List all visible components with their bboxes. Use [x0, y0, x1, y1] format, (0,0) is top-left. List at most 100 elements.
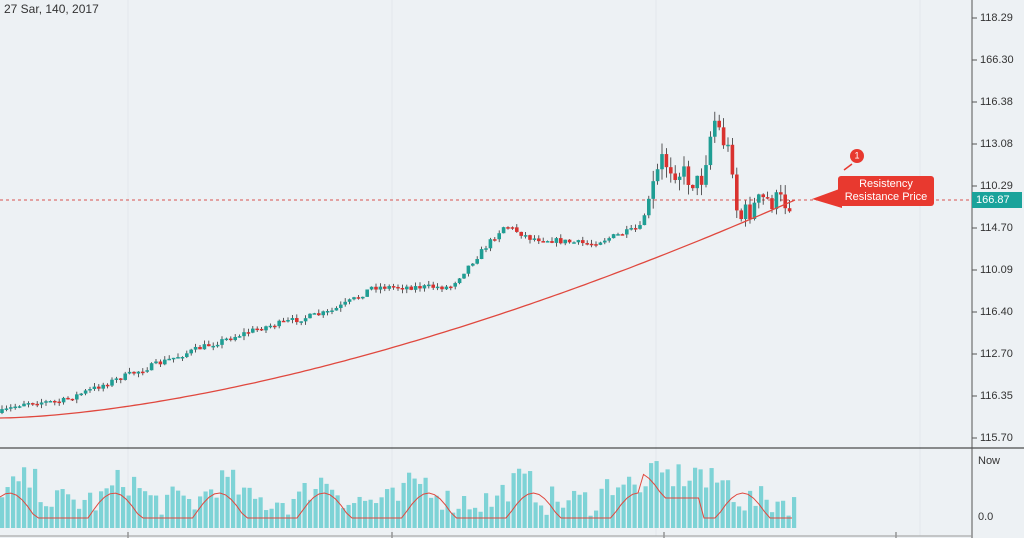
volume-bar	[148, 495, 153, 528]
volume-bar	[544, 514, 549, 528]
candle-body	[167, 358, 171, 361]
candle-body	[708, 136, 713, 166]
volume-bar	[698, 469, 703, 528]
candle-body	[13, 406, 17, 409]
volume-bar	[753, 505, 758, 528]
candle-body	[334, 307, 339, 311]
volume-bar	[632, 484, 637, 528]
candle-body	[207, 344, 211, 347]
volume-bar	[143, 491, 148, 528]
candle-body	[277, 320, 281, 327]
candle-body	[202, 344, 207, 350]
volume-bar	[654, 461, 659, 528]
volume-bar	[385, 489, 390, 528]
candle-body	[176, 357, 180, 359]
price-axis-label: 166.30	[980, 54, 1014, 66]
moving-average	[0, 199, 796, 419]
candle-body	[462, 273, 466, 279]
volume-bar	[704, 487, 709, 528]
candle-body	[642, 215, 647, 226]
volume-bar	[588, 515, 593, 528]
callout-line: Resistency	[859, 178, 913, 190]
candle-body	[75, 394, 79, 400]
candle-body	[770, 198, 774, 210]
volume-bar	[291, 498, 296, 528]
volume-bar	[610, 495, 615, 528]
candle-body	[660, 154, 664, 170]
candle-body	[141, 371, 145, 374]
volume-bar	[313, 488, 318, 528]
candle-body	[598, 242, 603, 245]
volume-bar	[297, 491, 302, 528]
candle-body	[97, 386, 101, 389]
callout-pointer	[812, 188, 842, 208]
volume-bar	[258, 497, 263, 528]
candle-body	[361, 296, 365, 299]
volume-bar	[335, 495, 340, 528]
candle-body	[655, 169, 660, 182]
volume-bar	[275, 502, 280, 528]
candle-body	[189, 349, 193, 354]
volume-bar	[467, 509, 472, 528]
candle-body	[110, 379, 114, 386]
candle-body	[585, 243, 589, 245]
volume-bar	[643, 486, 648, 528]
volume-bar	[423, 477, 428, 528]
candle-body	[669, 167, 673, 174]
candle-body	[620, 234, 625, 236]
date-label: 27 Sar, 140, 2017	[4, 2, 99, 16]
candle-body	[53, 400, 57, 403]
volume-bar	[115, 469, 120, 528]
candle-body	[66, 397, 70, 400]
candle-body	[88, 388, 92, 391]
candle-body	[743, 204, 748, 220]
candle-body	[497, 233, 501, 240]
candle-body	[193, 346, 198, 350]
volume-bar	[324, 483, 329, 528]
candle-body	[154, 361, 158, 364]
candle-body	[752, 202, 757, 219]
candle-body	[383, 286, 387, 289]
volume-label: Now	[978, 455, 1000, 467]
candle-body	[365, 289, 369, 297]
candle-body	[638, 225, 642, 229]
candle-body	[268, 325, 273, 328]
candle-body	[532, 238, 537, 240]
volume-bar	[440, 509, 445, 528]
volume-bar	[682, 486, 687, 528]
volume-bar	[44, 506, 49, 528]
volume-bar	[154, 495, 159, 528]
candle-body	[369, 286, 374, 290]
volume-bar	[726, 480, 731, 528]
candle-body	[493, 239, 497, 241]
candle-body	[251, 328, 255, 333]
candle-body	[691, 184, 695, 189]
candle-body	[409, 286, 413, 290]
candle-body	[603, 240, 607, 243]
badge-arrow	[843, 163, 853, 171]
volume-bar	[379, 497, 384, 528]
candle-body	[475, 259, 479, 264]
volume-bar	[38, 502, 43, 528]
candle-body	[422, 285, 427, 289]
candle-body	[44, 401, 48, 403]
candle-body	[378, 286, 383, 290]
volume-bar	[0, 497, 5, 528]
volume-bar	[66, 494, 71, 528]
candle-body	[550, 241, 554, 243]
volume-bar	[247, 487, 252, 528]
candle-body	[625, 229, 629, 235]
volume-bar	[676, 464, 681, 528]
candle-body	[757, 194, 761, 203]
candle-body	[418, 286, 422, 289]
candle-body	[132, 371, 136, 374]
candle-body	[427, 284, 431, 287]
candle-body	[229, 338, 233, 341]
candle-body	[515, 227, 519, 232]
candle-body	[255, 328, 259, 331]
volume-bar	[99, 491, 104, 528]
volume-bar	[616, 487, 621, 528]
candle-body	[396, 286, 400, 289]
candle-body	[717, 120, 721, 128]
